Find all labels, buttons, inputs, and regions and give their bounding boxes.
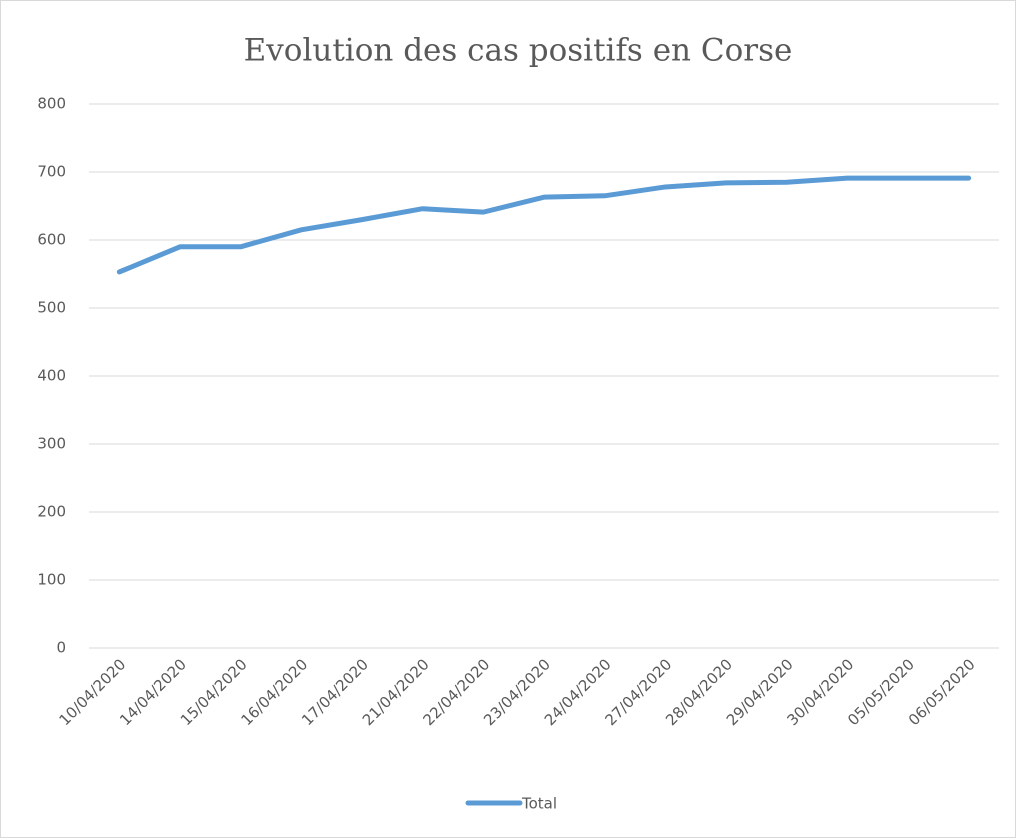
y-tick-label: 800 [37,95,66,113]
y-tick-label: 400 [37,367,66,385]
y-tick-label: 100 [37,571,66,589]
y-tick-label: 700 [37,163,66,181]
y-tick-label: 500 [37,299,66,317]
chart-title: Evolution des cas positifs en Corse [244,33,793,69]
y-tick-label: 300 [37,435,66,453]
legend-label: Total [521,795,557,813]
data-line [116,175,972,275]
y-tick-label: 600 [37,231,66,249]
y-tick-label: 0 [56,639,66,657]
y-tick-label: 200 [37,503,66,521]
